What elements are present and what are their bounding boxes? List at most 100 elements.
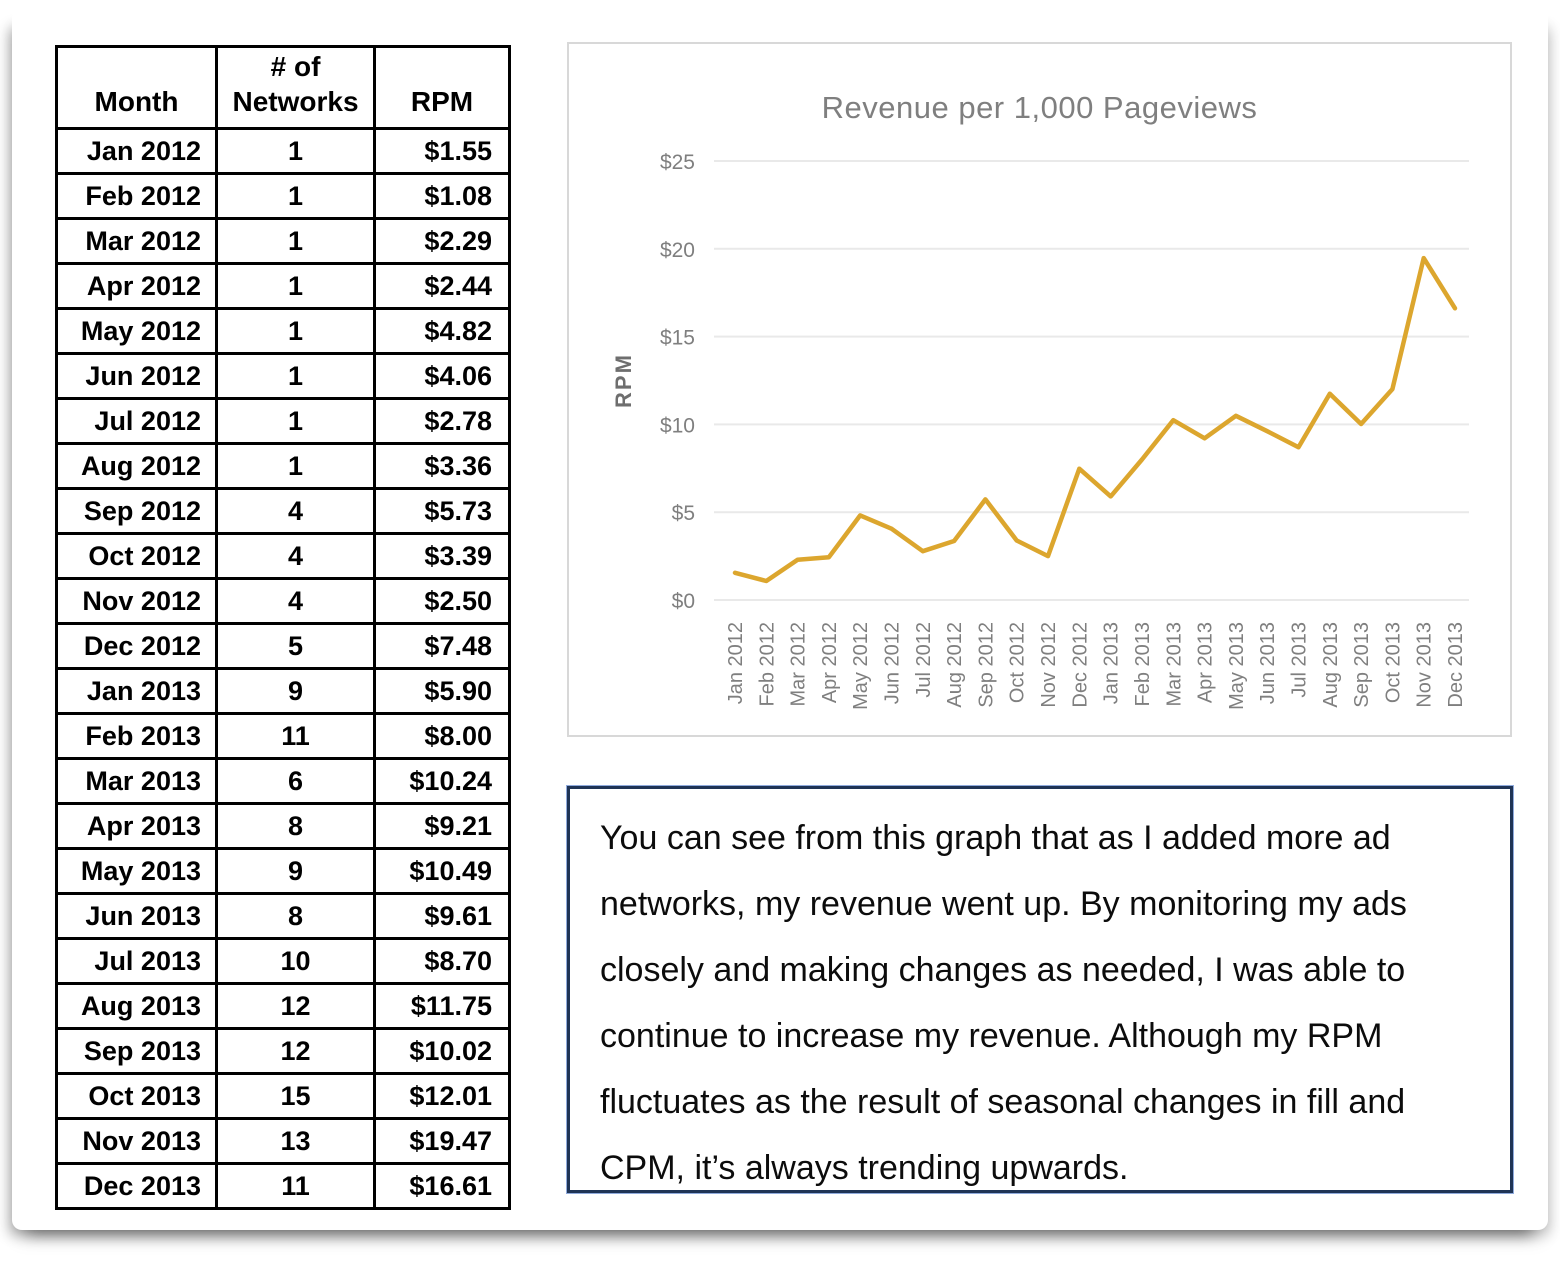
rpm-cell: $2.44 <box>373 262 511 310</box>
networks-cell: 1 <box>215 352 376 400</box>
rpm-cell: $5.73 <box>373 487 511 535</box>
rpm-cell: $1.55 <box>373 127 511 175</box>
networks-cell: 13 <box>215 1117 376 1165</box>
rpm-cell: $2.50 <box>373 577 511 625</box>
svg-text:Dec 2012: Dec 2012 <box>1069 622 1091 708</box>
note-box: You can see from this graph that as I ad… <box>566 785 1514 1194</box>
rpm-cell: $10.24 <box>373 757 511 805</box>
networks-cell: 6 <box>215 757 376 805</box>
month-cell: Jul 2012 <box>55 397 218 445</box>
svg-text:Feb 2013: Feb 2013 <box>1132 622 1154 707</box>
table-row: Dec 2012 5 $7.48 <box>55 622 511 670</box>
rpm-cell: $19.47 <box>373 1117 511 1165</box>
networks-cell: 4 <box>215 577 376 625</box>
svg-text:May 2013: May 2013 <box>1226 622 1248 710</box>
table-row: Oct 2012 4 $3.39 <box>55 532 511 580</box>
networks-cell: 12 <box>215 982 376 1030</box>
rpm-cell: $3.36 <box>373 442 511 490</box>
rpm-cell: $10.02 <box>373 1027 511 1075</box>
month-cell: Aug 2012 <box>55 442 218 490</box>
rpm-cell: $9.61 <box>373 892 511 940</box>
svg-text:Jan 2012: Jan 2012 <box>725 622 747 704</box>
table-row: Apr 2013 8 $9.21 <box>55 802 511 850</box>
svg-text:$20: $20 <box>660 239 695 262</box>
rpm-cell: $5.90 <box>373 667 511 715</box>
month-cell: Jun 2013 <box>55 892 218 940</box>
month-cell: Feb 2013 <box>55 712 218 760</box>
svg-text:Aug 2012: Aug 2012 <box>944 622 966 708</box>
month-cell: Feb 2012 <box>55 172 218 220</box>
table-row: Feb 2012 1 $1.08 <box>55 172 511 220</box>
month-cell: Dec 2013 <box>55 1162 218 1210</box>
month-cell: Sep 2012 <box>55 487 218 535</box>
table-row: Jan 2013 9 $5.90 <box>55 667 511 715</box>
table-row: Dec 2013 11 $16.61 <box>55 1162 511 1210</box>
networks-cell: 10 <box>215 937 376 985</box>
svg-text:Aug 2013: Aug 2013 <box>1320 622 1342 708</box>
month-cell: Jul 2013 <box>55 937 218 985</box>
month-cell: Mar 2013 <box>55 757 218 805</box>
table-row: Aug 2013 12 $11.75 <box>55 982 511 1030</box>
svg-text:RPM: RPM <box>611 353 636 408</box>
svg-text:Mar 2013: Mar 2013 <box>1163 622 1185 707</box>
chart-title: Revenue per 1,000 Pageviews <box>821 90 1258 125</box>
networks-cell: 12 <box>215 1027 376 1075</box>
table-row: Mar 2013 6 $10.24 <box>55 757 511 805</box>
rpm-header: RPM <box>373 45 511 130</box>
networks-header: # of Networks <box>215 45 376 130</box>
networks-cell: 9 <box>215 847 376 895</box>
rpm-cell: $10.49 <box>373 847 511 895</box>
rpm-cell: $8.00 <box>373 712 511 760</box>
svg-text:$5: $5 <box>672 502 695 525</box>
svg-text:Oct 2013: Oct 2013 <box>1382 622 1404 703</box>
table-row: Nov 2013 13 $19.47 <box>55 1117 511 1165</box>
month-cell: Mar 2012 <box>55 217 218 265</box>
svg-text:$0: $0 <box>672 590 695 613</box>
svg-text:Oct 2012: Oct 2012 <box>1007 622 1029 703</box>
table-row: Jul 2012 1 $2.78 <box>55 397 511 445</box>
svg-text:$15: $15 <box>660 327 695 350</box>
month-cell: Jan 2013 <box>55 667 218 715</box>
svg-text:Jun 2012: Jun 2012 <box>882 622 904 704</box>
table-row: Feb 2013 11 $8.00 <box>55 712 511 760</box>
rpm-cell: $4.06 <box>373 352 511 400</box>
header-row: Month # of Networks RPM <box>55 45 511 130</box>
svg-text:Sep 2013: Sep 2013 <box>1351 622 1373 708</box>
rpm-cell: $2.78 <box>373 397 511 445</box>
rpm-cell: $8.70 <box>373 937 511 985</box>
month-cell: May 2012 <box>55 307 218 355</box>
rpm-cell: $2.29 <box>373 217 511 265</box>
networks-cell: 1 <box>215 442 376 490</box>
svg-text:Jul 2013: Jul 2013 <box>1288 622 1310 698</box>
svg-text:May 2012: May 2012 <box>850 622 872 710</box>
month-cell: Jun 2012 <box>55 352 218 400</box>
table-row: Sep 2013 12 $10.02 <box>55 1027 511 1075</box>
rpm-cell: $16.61 <box>373 1162 511 1210</box>
table-row: Aug 2012 1 $3.36 <box>55 442 511 490</box>
month-cell: May 2013 <box>55 847 218 895</box>
networks-header-line1: # of <box>270 51 321 82</box>
rpm-line-chart: $0 $5 $10 $15 $20 $25 Jan 2012 Feb 2012 Mar 2012… <box>567 42 1512 737</box>
table-row: Jun 2012 1 $4.06 <box>55 352 511 400</box>
svg-text:Jan 2013: Jan 2013 <box>1101 622 1123 704</box>
month-cell: Aug 2013 <box>55 982 218 1030</box>
networks-cell: 1 <box>215 217 376 265</box>
svg-text:Nov 2012: Nov 2012 <box>1038 622 1060 708</box>
rpm-cell: $1.08 <box>373 172 511 220</box>
networks-cell: 9 <box>215 667 376 715</box>
networks-cell: 1 <box>215 397 376 445</box>
table-row: Jul 2013 10 $8.70 <box>55 937 511 985</box>
networks-cell: 8 <box>215 802 376 850</box>
svg-text:Mar 2012: Mar 2012 <box>788 622 810 707</box>
rpm-table-header: Month # of Networks RPM <box>55 45 511 130</box>
svg-text:Feb 2012: Feb 2012 <box>756 622 778 707</box>
table-row: Mar 2012 1 $2.29 <box>55 217 511 265</box>
rpm-table-body: Jan 2012 1 $1.55 Feb 2012 1 $1.08 Mar 2012 1 $2.… <box>55 127 511 1210</box>
svg-text:Sep 2012: Sep 2012 <box>975 622 997 708</box>
networks-cell: 1 <box>215 262 376 310</box>
networks-cell: 15 <box>215 1072 376 1120</box>
rpm-line-chart-svg: $0 $5 $10 $15 $20 $25 Jan 2012 Feb 2012 Mar 2012… <box>611 151 1469 710</box>
networks-cell: 11 <box>215 1162 376 1210</box>
svg-text:Jun 2013: Jun 2013 <box>1257 622 1279 704</box>
networks-cell: 1 <box>215 307 376 355</box>
